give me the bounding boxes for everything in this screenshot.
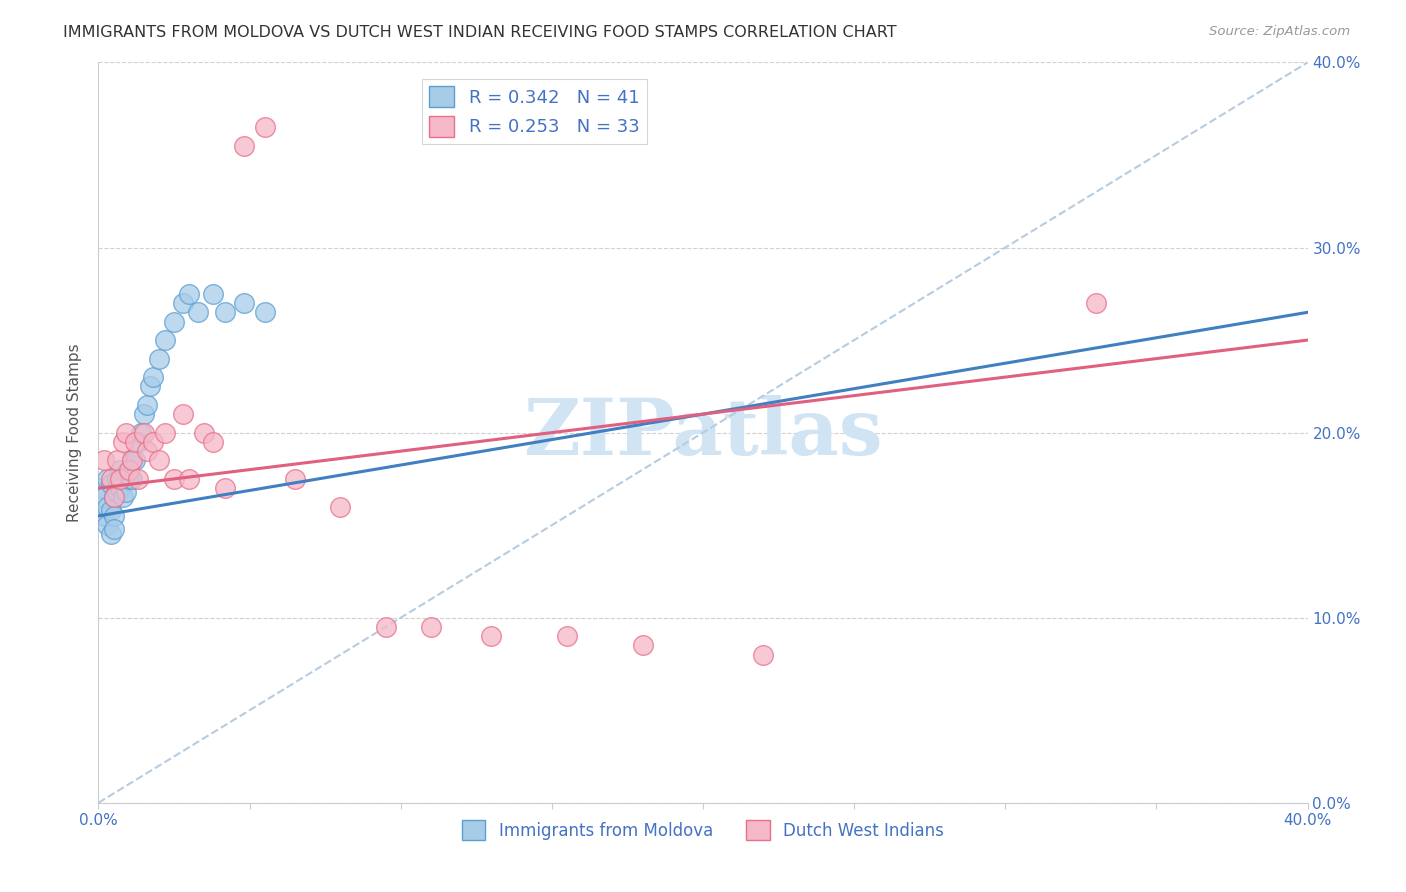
- Y-axis label: Receiving Food Stamps: Receiving Food Stamps: [67, 343, 83, 522]
- Point: [163, 472, 186, 486]
- Point: [96, 472, 118, 486]
- Point: [118, 462, 141, 476]
- Point: [93, 508, 115, 523]
- Point: [114, 467, 136, 481]
- Point: [105, 472, 128, 486]
- Point: [124, 453, 146, 467]
- Point: [103, 491, 125, 505]
- Point: [121, 453, 143, 467]
- Point: [374, 620, 396, 634]
- Point: [100, 503, 122, 517]
- Point: [111, 472, 134, 486]
- Point: [129, 425, 152, 440]
- Text: IMMIGRANTS FROM MOLDOVA VS DUTCH WEST INDIAN RECEIVING FOOD STAMPS CORRELATION C: IMMIGRANTS FROM MOLDOVA VS DUTCH WEST IN…: [63, 25, 897, 40]
- Point: [103, 522, 125, 536]
- Point: [96, 500, 118, 514]
- Point: [121, 472, 143, 486]
- Point: [232, 138, 254, 153]
- Point: [214, 481, 236, 495]
- Text: ZIPatlas: ZIPatlas: [523, 394, 883, 471]
- Point: [179, 286, 201, 301]
- Point: [124, 434, 146, 449]
- Point: [202, 286, 225, 301]
- Point: [105, 484, 128, 499]
- Point: [127, 434, 149, 449]
- Point: [329, 500, 352, 514]
- Point: [118, 472, 141, 486]
- Point: [132, 425, 155, 440]
- Point: [100, 472, 122, 486]
- Point: [114, 484, 136, 499]
- Point: [153, 425, 176, 440]
- Point: [111, 434, 134, 449]
- Point: [93, 491, 115, 505]
- Point: [127, 472, 149, 486]
- Point: [253, 120, 276, 135]
- Point: [100, 527, 122, 541]
- Point: [193, 425, 215, 440]
- Point: [139, 379, 162, 393]
- Point: [135, 398, 157, 412]
- Point: [142, 370, 165, 384]
- Point: [148, 453, 170, 467]
- Point: [121, 453, 143, 467]
- Point: [118, 462, 141, 476]
- Point: [555, 629, 578, 643]
- Point: [752, 648, 775, 662]
- Point: [172, 407, 194, 421]
- Point: [114, 425, 136, 440]
- Point: [142, 434, 165, 449]
- Point: [90, 481, 112, 495]
- Point: [420, 620, 443, 634]
- Point: [187, 305, 209, 319]
- Point: [100, 477, 122, 491]
- Point: [1085, 296, 1108, 310]
- Point: [253, 305, 276, 319]
- Point: [132, 407, 155, 421]
- Point: [103, 491, 125, 505]
- Point: [135, 444, 157, 458]
- Point: [108, 462, 131, 476]
- Point: [163, 314, 186, 328]
- Point: [111, 491, 134, 505]
- Point: [153, 333, 176, 347]
- Point: [631, 639, 654, 653]
- Point: [202, 434, 225, 449]
- Text: Source: ZipAtlas.com: Source: ZipAtlas.com: [1209, 25, 1350, 38]
- Point: [108, 472, 131, 486]
- Point: [108, 481, 131, 495]
- Point: [93, 453, 115, 467]
- Legend: Immigrants from Moldova, Dutch West Indians: Immigrants from Moldova, Dutch West Indi…: [456, 814, 950, 847]
- Point: [105, 453, 128, 467]
- Point: [179, 472, 201, 486]
- Point: [481, 629, 503, 643]
- Point: [284, 472, 307, 486]
- Point: [214, 305, 236, 319]
- Point: [96, 518, 118, 533]
- Point: [148, 351, 170, 366]
- Point: [232, 296, 254, 310]
- Point: [172, 296, 194, 310]
- Point: [103, 508, 125, 523]
